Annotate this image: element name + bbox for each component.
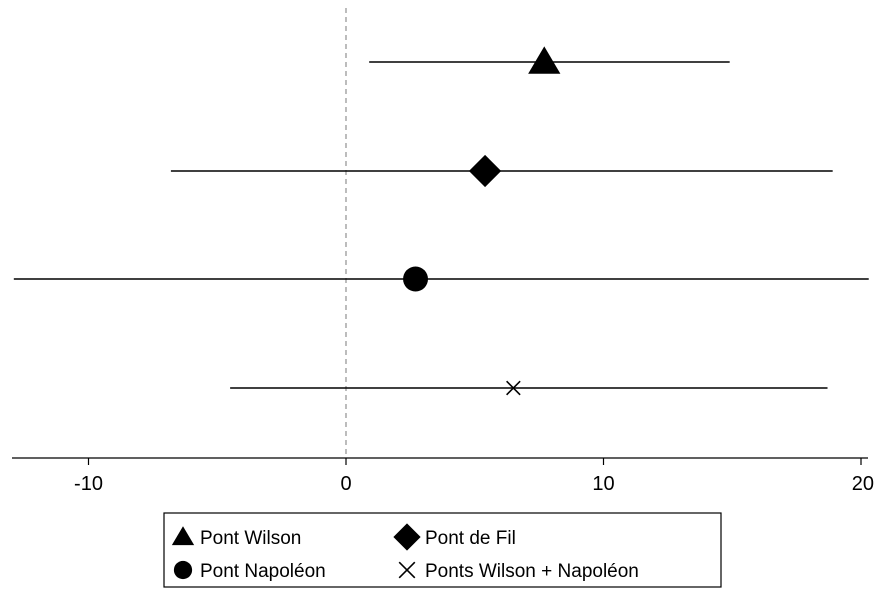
legend-marker-pont-de-fil xyxy=(393,523,421,551)
x-tick-label-2: 10 xyxy=(592,473,614,495)
legend-label-ponts-wilson-napoleon: Ponts Wilson + Napoléon xyxy=(425,561,639,582)
legend-label-pont-napoleon: Pont Napoléon xyxy=(200,561,326,582)
point-pont-wilson xyxy=(528,46,561,74)
point-pont-de-fil xyxy=(468,154,502,188)
legend-marker-ponts-wilson-napoleon-stroke-b xyxy=(398,561,416,579)
legend-box xyxy=(163,512,722,588)
x-tick-label-0: -10 xyxy=(74,473,103,495)
point-pont-napoleon xyxy=(403,266,429,292)
plot-area xyxy=(13,8,869,458)
legend: Pont Wilson Pont de Fil Pont Napoléon Ponts… xyxy=(163,512,722,588)
x-tick-label-1: 0 xyxy=(340,473,351,495)
legend-marker-pont-napoleon xyxy=(173,560,193,580)
legend-label-pont-de-fil: Pont de Fil xyxy=(425,528,516,549)
legend-marker-ponts-wilson-napoleon xyxy=(398,561,416,579)
legend-marker-pont-wilson xyxy=(171,526,195,546)
point-ponts-wilson-napoleon xyxy=(506,380,521,396)
legend-label-pont-wilson: Pont Wilson xyxy=(200,528,301,549)
x-axis: -10 0 10 20 xyxy=(12,457,874,495)
x-tick-label-3: 20 xyxy=(852,473,874,495)
point-ponts-wilson-napoleon-stroke-b xyxy=(506,380,521,396)
